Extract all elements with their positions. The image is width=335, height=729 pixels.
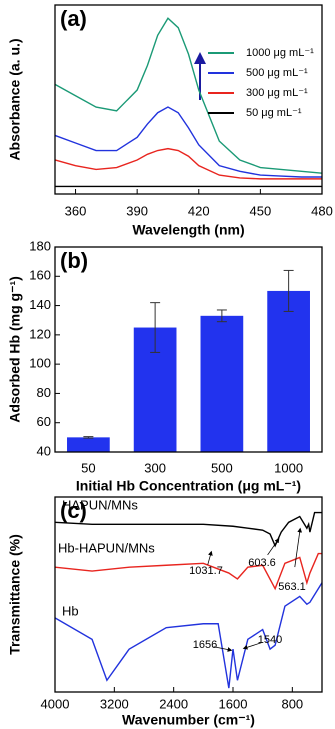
y-tick-label: 40 bbox=[37, 443, 51, 458]
series-label: HAPUN/MNs bbox=[62, 497, 138, 512]
x-tick-label: 1000 bbox=[274, 460, 303, 475]
legend-label: 50 μg mL⁻¹ bbox=[246, 107, 302, 119]
y-tick-label: 160 bbox=[29, 268, 51, 283]
x-tick-label: 800 bbox=[281, 696, 303, 711]
x-tick-label: 450 bbox=[250, 203, 272, 218]
plot-frame bbox=[54, 4, 323, 195]
y-axis-title: Transmittance (%) bbox=[7, 534, 23, 655]
series-line bbox=[54, 147, 322, 180]
annotation-arrow bbox=[294, 527, 303, 568]
y-tick-label: 180 bbox=[29, 238, 51, 253]
annotation-arrow bbox=[267, 538, 280, 556]
x-tick-label: 300 bbox=[144, 460, 166, 475]
series-line bbox=[54, 17, 323, 174]
annotation: 1540 bbox=[258, 634, 282, 646]
legend-label: 300 μg mL⁻¹ bbox=[246, 87, 308, 99]
x-tick-label: 420 bbox=[188, 203, 210, 218]
x-axis-title: Wavenumber (cm⁻¹) bbox=[122, 712, 255, 728]
y-axis-title: Adsorbed Hb (mg g⁻¹) bbox=[7, 276, 23, 423]
plot-frame bbox=[54, 496, 323, 693]
y-tick-label: 60 bbox=[37, 414, 51, 429]
series-line bbox=[54, 582, 323, 689]
x-tick-label: 360 bbox=[65, 203, 87, 218]
y-tick-label: 120 bbox=[29, 326, 51, 341]
annotation-arrow bbox=[213, 646, 233, 652]
annotation-arrow bbox=[207, 550, 213, 565]
x-tick-label: 1600 bbox=[219, 696, 248, 711]
y-tick-label: 80 bbox=[37, 385, 51, 400]
x-tick-label: 500 bbox=[211, 460, 233, 475]
x-tick-label: 2400 bbox=[159, 696, 188, 711]
series-label: Hb-HAPUN/MNs bbox=[58, 540, 155, 555]
x-tick-label: 480 bbox=[311, 203, 333, 218]
bar bbox=[200, 315, 244, 452]
panel-label: (a) bbox=[60, 6, 87, 31]
x-axis-title: Initial Hb Concentration (μg mL⁻¹) bbox=[76, 478, 301, 494]
bar bbox=[67, 437, 110, 452]
series-label: Hb bbox=[62, 603, 79, 618]
series-line bbox=[54, 106, 322, 178]
series-line bbox=[54, 552, 322, 591]
annotation-arrow bbox=[242, 642, 262, 650]
y-tick-label: 140 bbox=[29, 297, 51, 312]
legend-label: 1000 μg mL⁻¹ bbox=[246, 47, 314, 59]
x-tick-label: 3200 bbox=[100, 696, 129, 711]
panel-label: (c) bbox=[60, 498, 87, 523]
annotation: 563.1 bbox=[278, 581, 306, 593]
annotation: 1656 bbox=[193, 639, 217, 651]
x-tick-label: 390 bbox=[126, 203, 148, 218]
annotation: 1031.7 bbox=[189, 565, 223, 577]
annotation: 603.6 bbox=[248, 557, 276, 569]
panel-label: (b) bbox=[60, 248, 88, 273]
series-line bbox=[54, 511, 322, 548]
y-axis-title: Absorbance (a. u.) bbox=[7, 38, 23, 160]
y-tick-label: 100 bbox=[29, 356, 51, 371]
x-axis-title: Wavelength (nm) bbox=[132, 222, 244, 238]
x-tick-label: 4000 bbox=[41, 696, 70, 711]
plot-frame bbox=[54, 246, 323, 453]
bar bbox=[267, 290, 310, 452]
x-tick-label: 50 bbox=[81, 460, 95, 475]
legend-label: 500 μg mL⁻¹ bbox=[246, 67, 308, 79]
